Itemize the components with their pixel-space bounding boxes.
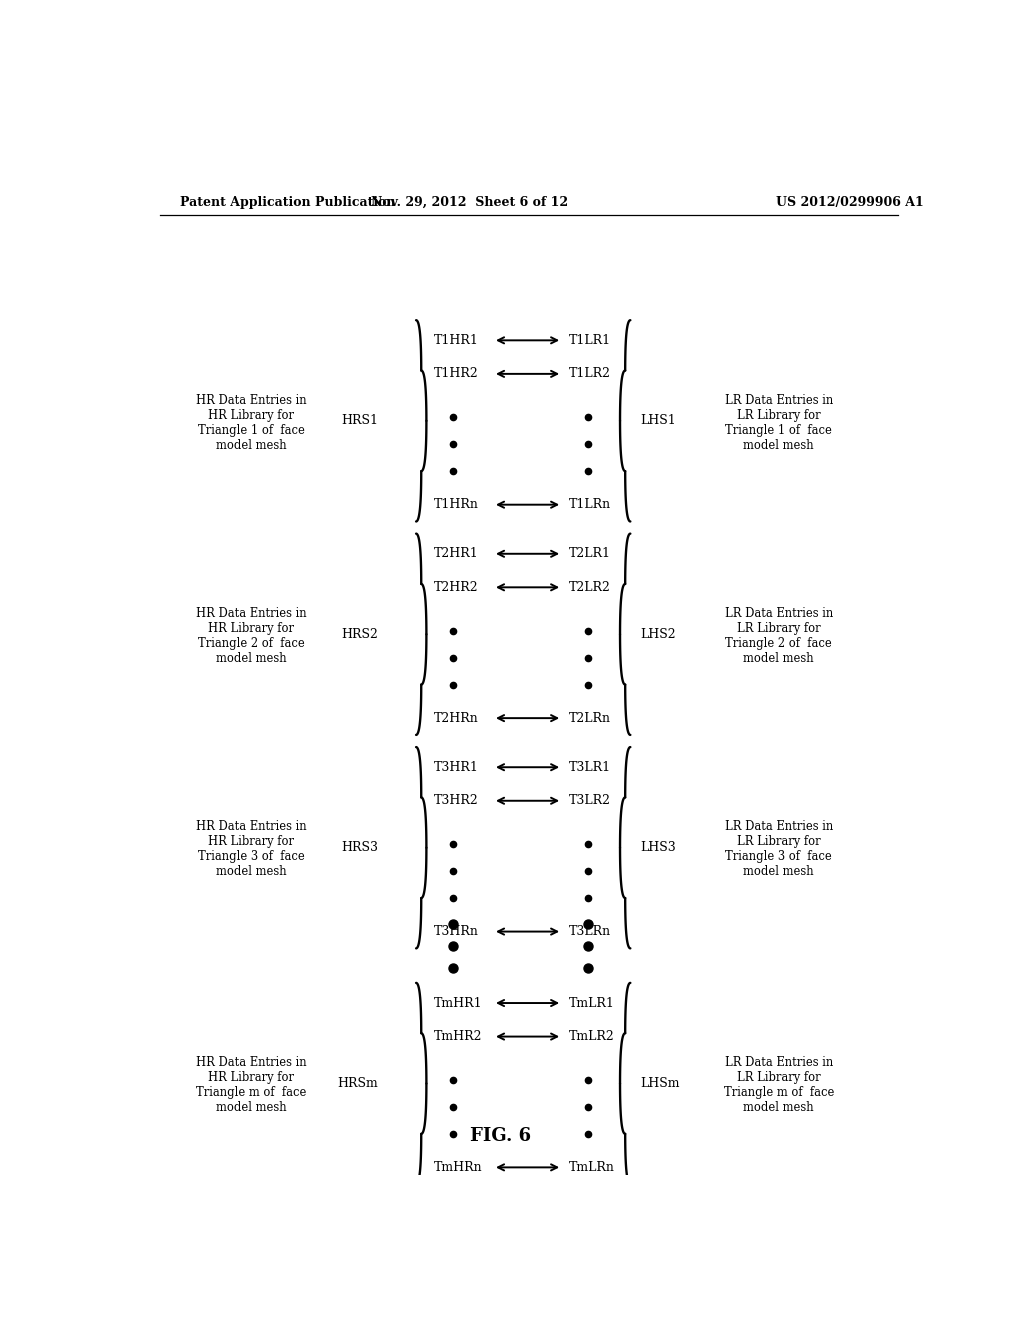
Text: T1LR1: T1LR1 [568, 334, 610, 347]
Text: Patent Application Publication: Patent Application Publication [179, 195, 395, 209]
Text: T2HRn: T2HRn [433, 711, 478, 725]
Text: Nov. 29, 2012  Sheet 6 of 12: Nov. 29, 2012 Sheet 6 of 12 [371, 195, 568, 209]
Text: LHSm: LHSm [640, 1077, 679, 1090]
Text: LHS2: LHS2 [640, 628, 676, 640]
Text: TmLR1: TmLR1 [568, 997, 614, 1010]
Text: T2LRn: T2LRn [568, 711, 610, 725]
Text: T1HRn: T1HRn [433, 498, 478, 511]
Text: HRS1: HRS1 [341, 414, 378, 428]
Text: T2HR1: T2HR1 [433, 548, 478, 560]
Text: LR Data Entries in
LR Library for
Triangle m of  face
model mesh: LR Data Entries in LR Library for Triang… [724, 1056, 834, 1114]
Text: HRSm: HRSm [337, 1077, 378, 1090]
Text: HR Data Entries in
HR Library for
Triangle m of  face
model mesh: HR Data Entries in HR Library for Triang… [196, 1056, 306, 1114]
Text: T3LR1: T3LR1 [568, 760, 610, 774]
Text: TmLR2: TmLR2 [568, 1030, 614, 1043]
Text: HRS3: HRS3 [341, 841, 378, 854]
Text: LHS3: LHS3 [640, 841, 676, 854]
Text: TmHRn: TmHRn [433, 1160, 482, 1173]
Text: T1LRn: T1LRn [568, 498, 610, 511]
Text: LR Data Entries in
LR Library for
Triangle 2 of  face
model mesh: LR Data Entries in LR Library for Triang… [725, 607, 833, 665]
Text: T3HR2: T3HR2 [433, 795, 478, 808]
Text: T1HR1: T1HR1 [433, 334, 478, 347]
Text: TmHR1: TmHR1 [433, 997, 482, 1010]
Text: FIG. 6: FIG. 6 [470, 1127, 531, 1146]
Text: HR Data Entries in
HR Library for
Triangle 3 of  face
model mesh: HR Data Entries in HR Library for Triang… [196, 821, 306, 878]
Text: HRS2: HRS2 [341, 628, 378, 640]
Text: T3HRn: T3HRn [433, 925, 478, 939]
Text: T2HR2: T2HR2 [433, 581, 478, 594]
Text: HR Data Entries in
HR Library for
Triangle 2 of  face
model mesh: HR Data Entries in HR Library for Triang… [196, 607, 306, 665]
Text: US 2012/0299906 A1: US 2012/0299906 A1 [776, 195, 924, 209]
Text: TmHR2: TmHR2 [433, 1030, 482, 1043]
Text: T2LR1: T2LR1 [568, 548, 610, 560]
Text: T3HR1: T3HR1 [433, 760, 478, 774]
Text: T1HR2: T1HR2 [433, 367, 478, 380]
Text: LHS1: LHS1 [640, 414, 676, 428]
Text: T3LRn: T3LRn [568, 925, 610, 939]
Text: LR Data Entries in
LR Library for
Triangle 1 of  face
model mesh: LR Data Entries in LR Library for Triang… [725, 393, 833, 451]
Text: T2LR2: T2LR2 [568, 581, 610, 594]
Text: LR Data Entries in
LR Library for
Triangle 3 of  face
model mesh: LR Data Entries in LR Library for Triang… [725, 821, 833, 878]
Text: TmLRn: TmLRn [568, 1160, 614, 1173]
Text: T1LR2: T1LR2 [568, 367, 610, 380]
Text: T3LR2: T3LR2 [568, 795, 610, 808]
Text: HR Data Entries in
HR Library for
Triangle 1 of  face
model mesh: HR Data Entries in HR Library for Triang… [196, 393, 306, 451]
